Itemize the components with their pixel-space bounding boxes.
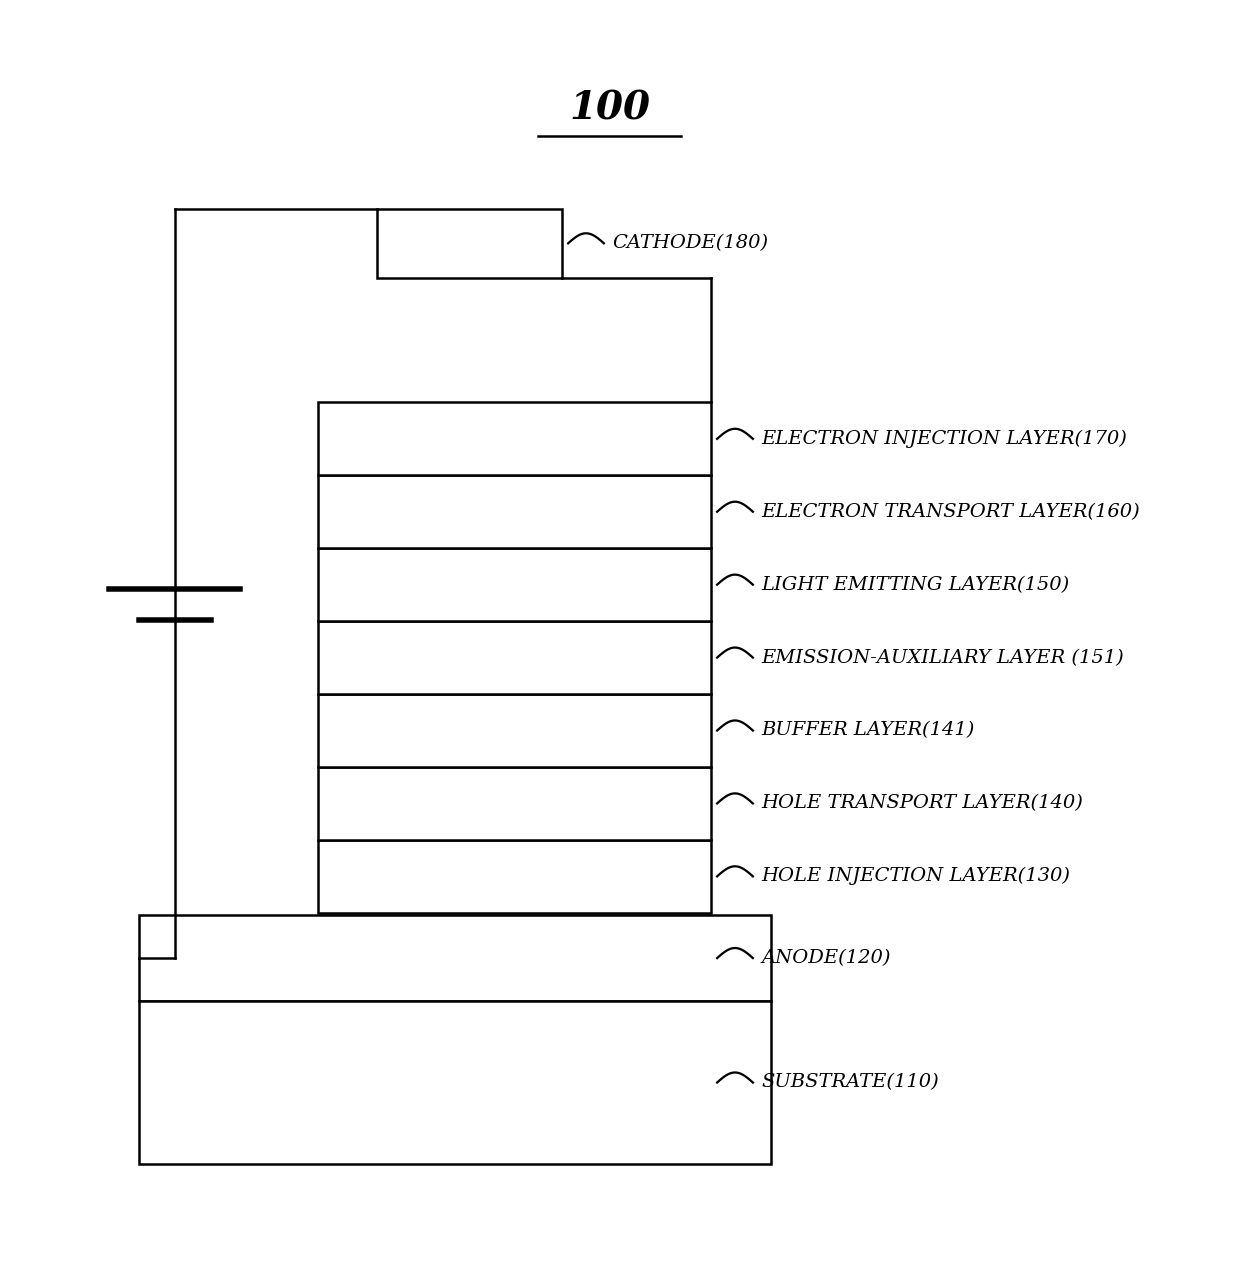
Bar [139,1001,771,1164]
Bar [317,840,712,912]
Text: CATHODE(180): CATHODE(180) [613,234,769,252]
Bar [317,621,712,694]
Text: ANODE(120): ANODE(120) [761,950,890,968]
Bar [317,402,712,475]
Text: 100: 100 [569,89,650,127]
Text: SUBSTRATE(110): SUBSTRATE(110) [761,1073,939,1091]
Text: ELECTRON TRANSPORT LAYER(160): ELECTRON TRANSPORT LAYER(160) [761,502,1140,520]
Bar [317,549,712,621]
Text: HOLE INJECTION LAYER(130): HOLE INJECTION LAYER(130) [761,867,1070,885]
Text: ELECTRON INJECTION LAYER(170): ELECTRON INJECTION LAYER(170) [761,429,1127,448]
Bar [317,767,712,840]
Text: EMISSION-AUXILIARY LAYER (151): EMISSION-AUXILIARY LAYER (151) [761,649,1123,667]
Bar [139,915,771,1001]
Text: HOLE TRANSPORT LAYER(140): HOLE TRANSPORT LAYER(140) [761,794,1083,812]
Bar [317,694,712,767]
Bar [377,208,562,278]
Text: BUFFER LAYER(141): BUFFER LAYER(141) [761,721,975,739]
Bar [317,475,712,549]
Text: LIGHT EMITTING LAYER(150): LIGHT EMITTING LAYER(150) [761,576,1069,594]
